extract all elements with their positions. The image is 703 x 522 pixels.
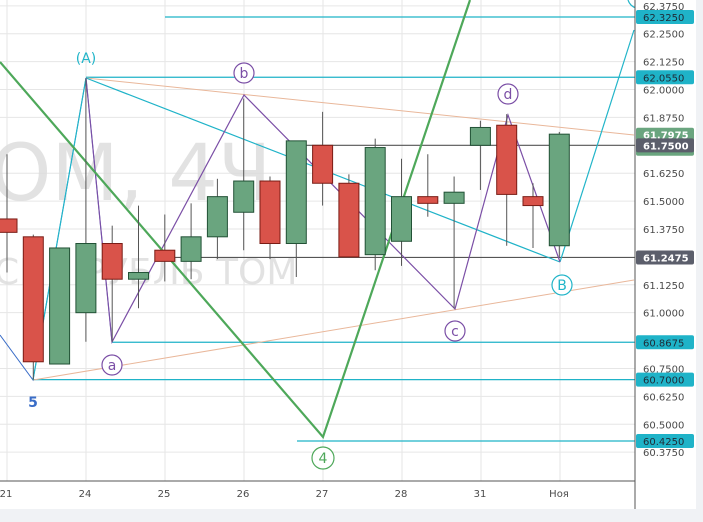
candle[interactable] <box>259 176 281 260</box>
last-price-tag: 61.7975 <box>643 131 689 142</box>
candle[interactable] <box>285 140 307 277</box>
price-level-tag: 60.4250 <box>643 437 684 448</box>
price-tick: 60.7500 <box>643 364 684 375</box>
price-tick: 61.3750 <box>643 225 684 236</box>
wave-label-A: (A) <box>76 51 97 67</box>
svg-text:4: 4 <box>319 451 328 467</box>
time-tick: 31 <box>474 489 487 500</box>
svg-text:B: B <box>557 278 567 294</box>
wave-labels: (A) b d a c B 5 4 <box>28 51 573 470</box>
candle[interactable] <box>364 138 386 271</box>
candle[interactable] <box>496 114 518 246</box>
candle[interactable] <box>391 158 412 266</box>
candle[interactable] <box>128 205 149 309</box>
candle[interactable] <box>0 154 18 273</box>
svg-text:a: a <box>108 358 117 374</box>
time-tick: 27 <box>316 489 329 500</box>
time-tick: 28 <box>395 489 408 500</box>
price-level-tag: 60.8675 <box>643 338 684 349</box>
candle[interactable] <box>443 176 465 309</box>
price-level-tag: 62.3250 <box>643 13 684 24</box>
wave-label-5: 5 <box>28 395 38 411</box>
candle[interactable] <box>233 98 255 251</box>
candle[interactable] <box>312 111 334 206</box>
wave-label-b: b <box>233 62 255 84</box>
price-tick: 62.3750 <box>643 2 684 13</box>
candle[interactable] <box>49 247 71 365</box>
price-level-tag: 62.0550 <box>643 73 684 84</box>
time-tick: 21 <box>0 489 12 500</box>
time-tick: 26 <box>237 489 250 500</box>
price-tick: 60.3750 <box>643 448 684 459</box>
svg-text:d: d <box>504 87 513 103</box>
time-axis[interactable]: 21 24 25 26 27 28 31 Ноя <box>0 480 703 522</box>
time-tick: Ноя <box>549 489 569 500</box>
candle[interactable] <box>154 214 176 282</box>
price-level-tag: 61.7500 <box>643 141 689 152</box>
price-tick: 62.2500 <box>643 30 684 41</box>
candle[interactable] <box>417 154 439 217</box>
price-axis[interactable]: 62.3750 62.2500 62.1250 62.0000 61.8750 61.62… <box>634 0 703 509</box>
candle[interactable] <box>548 131 570 257</box>
price-tick: 61.0000 <box>643 309 684 320</box>
wave-label-B: B <box>551 274 573 296</box>
candle[interactable] <box>338 174 360 258</box>
time-tick: 24 <box>79 489 92 500</box>
candle[interactable] <box>22 234 44 380</box>
candlestick-series[interactable] <box>0 78 570 380</box>
price-tick: 61.6250 <box>643 169 684 180</box>
wave-label-c: c <box>444 320 466 342</box>
wave-label-4: 4 <box>311 446 335 470</box>
price-level-tag: 61.2475 <box>643 253 689 264</box>
svg-text:b: b <box>240 66 249 82</box>
wave-label-a: a <box>101 354 123 376</box>
wave-label-d: d <box>497 83 519 105</box>
price-tick: 61.1250 <box>643 281 684 292</box>
candle[interactable] <box>101 225 123 342</box>
candle[interactable] <box>206 178 228 260</box>
price-tick: 62.0000 <box>643 86 684 97</box>
candle[interactable] <box>522 183 544 248</box>
candle[interactable] <box>469 120 491 190</box>
horizontal-levels <box>33 16 635 442</box>
candle[interactable] <box>180 203 202 280</box>
price-tick: 60.5000 <box>643 420 684 431</box>
price-tick: 60.6250 <box>643 392 684 403</box>
price-tick: 61.5000 <box>643 197 684 208</box>
price-level-tag: 60.7000 <box>643 376 684 387</box>
time-tick: 25 <box>158 489 171 500</box>
svg-text:OM, 4Ч: OM, 4Ч <box>0 129 271 219</box>
candle[interactable] <box>75 78 97 342</box>
price-tick: 62.1250 <box>643 58 684 69</box>
price-tick: 61.8750 <box>643 113 684 124</box>
svg-text:c: c <box>451 324 459 340</box>
